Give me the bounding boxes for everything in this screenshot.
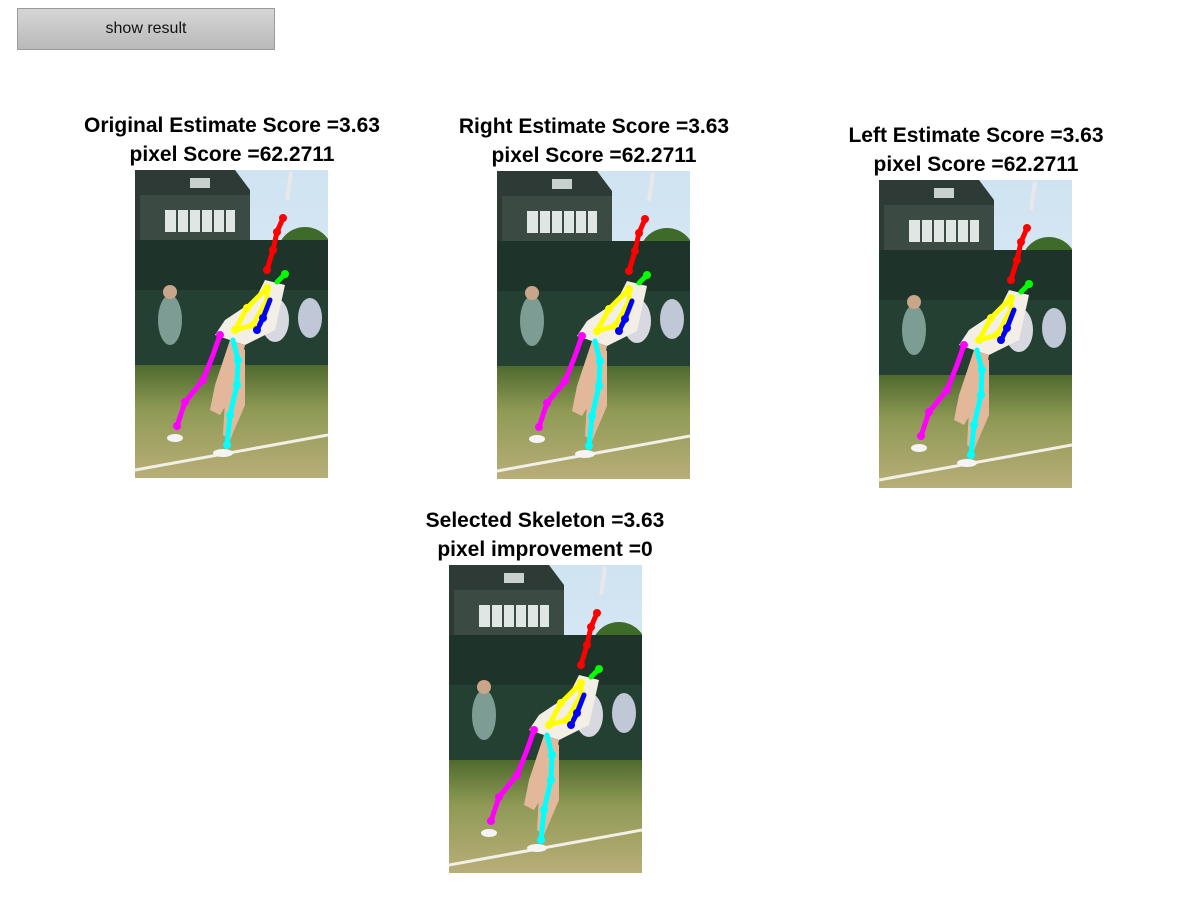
selected-skeleton-image: [449, 565, 642, 873]
left-pixel-score-label: pixel Score =62.2711: [873, 153, 1079, 176]
left-estimate-title: Left Estimate Score =3.63 pixel Score =6…: [806, 121, 1146, 179]
left-score-label: Left Estimate Score =3.63: [848, 124, 1104, 147]
original-score-label: Original Estimate Score =3.63: [84, 114, 380, 137]
show-result-button[interactable]: show result: [17, 8, 275, 50]
original-estimate-title: Original Estimate Score =3.63 pixel Scor…: [62, 111, 402, 169]
right-pixel-score-label: pixel Score =62.2711: [491, 144, 697, 167]
right-score-label: Right Estimate Score =3.63: [458, 115, 730, 138]
selected-skeleton-title: Selected Skeleton =3.63 pixel improvemen…: [375, 506, 715, 564]
pixel-improvement-label: pixel improvement =0: [437, 538, 653, 561]
original-pixel-score-label: pixel Score =62.2711: [129, 143, 335, 166]
selected-score-label: Selected Skeleton =3.63: [425, 509, 665, 532]
left-estimate-image: [879, 180, 1072, 488]
right-estimate-image: [497, 171, 690, 479]
original-estimate-image: [135, 170, 328, 478]
right-estimate-title: Right Estimate Score =3.63 pixel Score =…: [424, 112, 764, 170]
